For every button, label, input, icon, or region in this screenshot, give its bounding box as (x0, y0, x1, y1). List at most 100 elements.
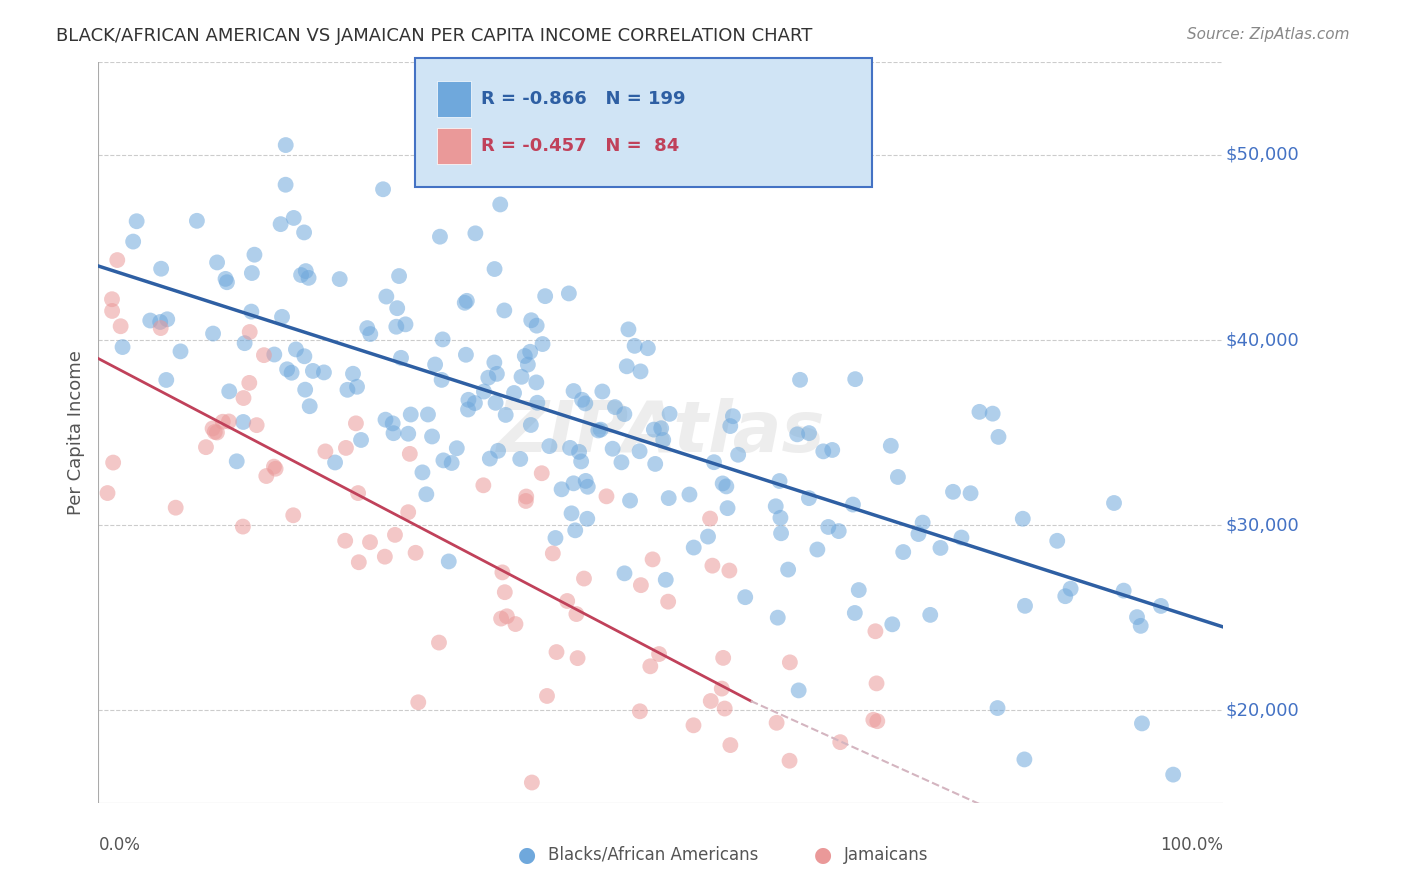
Point (520, 313, 543, 327)
Point (342, 367, 364, 381)
Point (494, 585, 516, 599)
Point (446, 442, 468, 456)
Point (1112, 583, 1135, 598)
Point (323, 455, 346, 469)
Point (214, 272, 236, 286)
Point (454, 348, 477, 362)
Point (240, 266, 263, 280)
Point (562, 384, 585, 398)
Point (929, 541, 952, 555)
Point (430, 373, 453, 387)
Point (576, 512, 599, 526)
Point (350, 433, 373, 447)
Point (817, 520, 839, 534)
Point (302, 364, 325, 378)
Point (96, 486, 118, 500)
Point (616, 359, 638, 374)
Point (1046, 533, 1069, 548)
Point (711, 476, 734, 491)
Point (520, 417, 543, 432)
Text: ZIPAtlas: ZIPAtlas (496, 398, 825, 467)
Point (1054, 589, 1077, 603)
Point (682, 718, 704, 732)
Point (294, 264, 316, 278)
Y-axis label: Per Capita Income: Per Capita Income (66, 351, 84, 515)
Point (464, 227, 486, 241)
Point (411, 466, 433, 480)
Point (457, 402, 479, 417)
Point (155, 373, 177, 387)
Point (374, 549, 396, 564)
Point (821, 442, 844, 457)
Point (541, 546, 564, 560)
Point (880, 439, 903, 453)
Point (359, 535, 381, 549)
Point (659, 814, 682, 829)
Point (721, 409, 744, 424)
Point (346, 380, 368, 394)
Point (484, 396, 506, 410)
Point (347, 555, 370, 569)
Point (270, 217, 292, 231)
Point (524, 376, 547, 390)
Point (907, 527, 929, 541)
Point (713, 701, 735, 715)
Point (797, 491, 820, 505)
Point (562, 476, 585, 491)
Point (292, 226, 315, 240)
Point (589, 423, 612, 437)
Point (246, 418, 269, 433)
Text: $40,000: $40,000 (1226, 331, 1299, 349)
Point (1014, 752, 1036, 766)
Point (862, 713, 884, 727)
Point (613, 566, 636, 581)
Point (515, 494, 537, 508)
Point (389, 351, 412, 365)
Point (718, 419, 741, 434)
Point (1129, 619, 1152, 633)
Point (225, 454, 247, 468)
Text: R = -0.457   N =  84: R = -0.457 N = 84 (481, 137, 679, 155)
Point (394, 318, 416, 332)
Point (950, 531, 973, 545)
Point (101, 456, 124, 470)
Point (292, 349, 315, 363)
Point (464, 396, 486, 410)
Point (472, 384, 495, 399)
Point (765, 715, 787, 730)
Point (232, 391, 254, 405)
Point (806, 542, 828, 557)
Point (1130, 716, 1153, 731)
Point (569, 454, 592, 468)
Point (437, 554, 460, 568)
Point (105, 253, 128, 268)
Point (169, 344, 191, 359)
Point (848, 582, 870, 597)
Point (254, 469, 277, 483)
Point (987, 430, 1010, 444)
Point (1126, 610, 1149, 624)
Point (101, 304, 124, 318)
Point (572, 572, 595, 586)
Point (882, 617, 904, 632)
Point (682, 541, 704, 555)
Point (515, 490, 537, 504)
Point (264, 461, 287, 475)
Point (797, 426, 820, 441)
Point (150, 261, 173, 276)
Point (387, 301, 409, 315)
Point (513, 349, 536, 363)
Point (485, 367, 508, 381)
Point (519, 344, 541, 359)
Point (396, 426, 419, 441)
Point (641, 552, 664, 566)
Point (489, 611, 512, 625)
Point (628, 704, 651, 718)
Point (335, 441, 357, 455)
Point (564, 524, 586, 538)
Point (837, 814, 859, 829)
Point (405, 546, 427, 560)
Point (359, 326, 381, 341)
Point (617, 322, 640, 336)
Point (550, 483, 572, 497)
